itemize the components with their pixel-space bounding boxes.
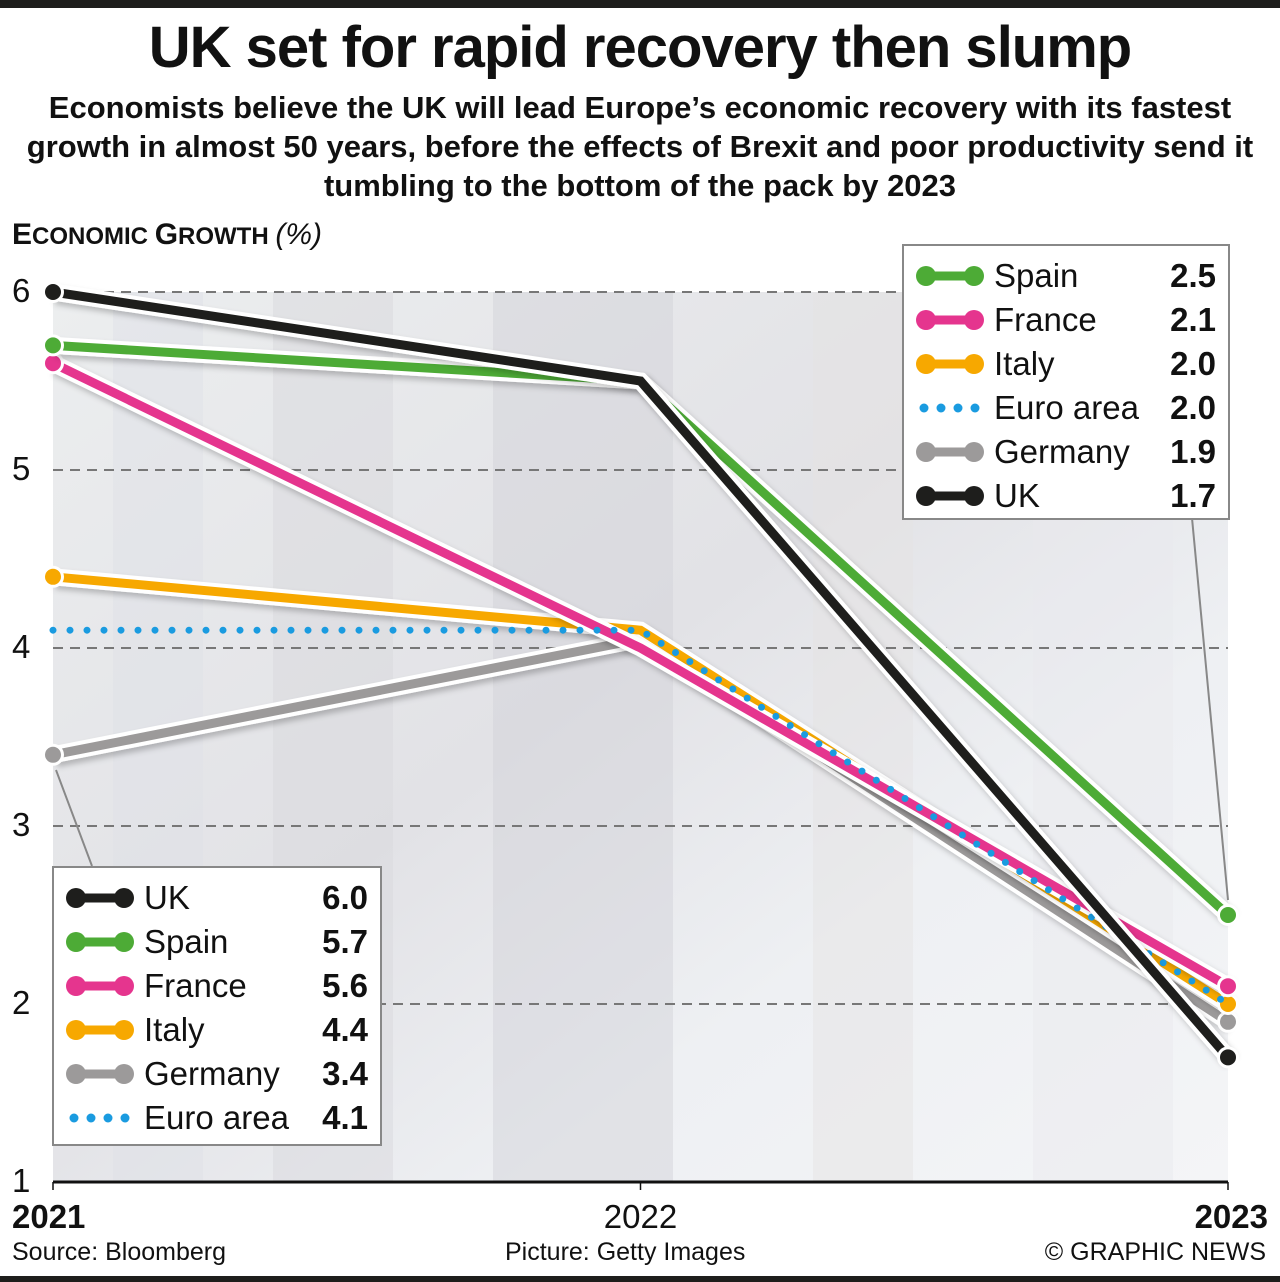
series-uk: [42, 281, 1239, 1069]
legend-value: 2.5: [1170, 257, 1216, 294]
y-tick-label: 6: [12, 272, 30, 309]
legend-label: Italy: [144, 1011, 205, 1048]
legend-swatch: [66, 932, 134, 952]
legend-swatch: [916, 442, 984, 462]
top-bar: [0, 0, 1280, 8]
legend-swatch: [66, 888, 134, 908]
y-axis-title-g: G: [154, 218, 179, 251]
legend-value: 4.4: [322, 1011, 368, 1048]
x-tick-label: 2021: [12, 1198, 85, 1235]
legend-2023: Spain 2.5 France 2.1 Italy 2.0 Euro area 2.0 Ger…: [902, 244, 1230, 520]
y-tick-label: 5: [12, 450, 30, 487]
legend-label: UK: [994, 477, 1040, 514]
legend-label: Spain: [994, 257, 1079, 294]
y-tick-label: 4: [12, 628, 30, 665]
chart-subtitle: Economists believe the UK will lead Euro…: [26, 90, 1254, 203]
y-tick-label: 3: [12, 806, 30, 843]
data-point: [45, 337, 61, 354]
series-line: [52, 287, 1232, 1061]
legend-value: 3.4: [322, 1055, 368, 1092]
legend-label: France: [994, 301, 1097, 338]
legend-pointer-2021: [55, 769, 93, 867]
data-point: [1220, 978, 1236, 995]
legend-item: Germany 3.4: [54, 1052, 380, 1096]
photo-band: [813, 292, 913, 1182]
legend-swatch: [916, 354, 984, 374]
y-axis-title-e: E: [12, 218, 33, 251]
legend-value: 2.0: [1170, 345, 1216, 382]
legend-label: Germany: [144, 1055, 280, 1092]
y-tick-label: 1: [12, 1162, 30, 1199]
legend-item: Spain 2.5: [904, 254, 1228, 298]
legend-swatch: [66, 1064, 134, 1084]
legend-value: 6.0: [322, 879, 368, 916]
legend-2021: UK 6.0 Spain 5.7 France 5.6 Italy 4.4 Germany 3.4…: [52, 866, 382, 1146]
y-axis-title-conomic: CONOMIC: [32, 223, 155, 250]
legend-value: 5.6: [322, 967, 368, 1004]
picture-credit: Picture: Getty Images: [505, 1238, 746, 1266]
legend-item: Spain 5.7: [54, 920, 380, 964]
series-line: [51, 359, 1231, 991]
source-note: Source: Bloomberg: [12, 1238, 227, 1266]
legend-value: 2.1: [1170, 301, 1216, 338]
legend-value: 1.7: [1170, 477, 1216, 514]
legend-label: Spain: [144, 923, 229, 960]
series-line: [49, 626, 1232, 1008]
bottom-bar: [0, 1276, 1280, 1282]
data-point: [1220, 1013, 1236, 1030]
legend-value: 1.9: [1170, 433, 1216, 470]
legend-swatch: [69, 1113, 130, 1123]
legend-value: 2.0: [1170, 389, 1216, 426]
legend-item: UK 6.0: [54, 876, 380, 920]
y-axis-title: ECONOMIC GROWTH (%): [12, 218, 322, 252]
legend-pointer-2023: [1191, 517, 1229, 901]
x-tick-label: 2022: [604, 1198, 677, 1235]
legend-item: Euro area 4.1: [54, 1096, 380, 1140]
legend-item: Germany 1.9: [904, 430, 1228, 474]
legend-swatch: [916, 310, 984, 330]
legend-item: Italy 4.4: [54, 1008, 380, 1052]
photo-band: [493, 292, 673, 1182]
legend-swatch: [66, 976, 134, 996]
y-tick-label: 2: [12, 984, 30, 1021]
y-axis-title-rowth: ROWTH: [178, 223, 276, 250]
legend-item: Italy 2.0: [904, 342, 1228, 386]
data-point: [1220, 1049, 1236, 1066]
legend-label: Euro area: [144, 1099, 289, 1136]
legend-label: Italy: [994, 345, 1055, 382]
legend-swatch: [66, 1020, 134, 1040]
legend-item: France 5.6: [54, 964, 380, 1008]
chart-title: UK set for rapid recovery then slump: [148, 15, 1132, 80]
copyright: © GRAPHIC NEWS: [1044, 1238, 1266, 1266]
y-axis-title-unit: (%): [275, 218, 322, 251]
legend-swatch: [916, 486, 984, 506]
legend-value: 4.1: [322, 1099, 368, 1136]
legend-swatch: [916, 266, 984, 286]
legend-swatch: [919, 403, 980, 413]
legend-item: France 2.1: [904, 298, 1228, 342]
data-point: [45, 355, 61, 372]
data-point: [45, 284, 61, 300]
legend-label: UK: [144, 879, 190, 916]
series-france: [42, 352, 1239, 998]
data-point: [1220, 907, 1236, 923]
series-euro-area: [49, 626, 1232, 1008]
data-point: [45, 746, 61, 763]
legend-value: 5.7: [322, 923, 368, 960]
legend-item: UK 1.7: [904, 474, 1228, 518]
data-point: [1220, 996, 1236, 1012]
legend-label: Euro area: [994, 389, 1139, 426]
legend-label: Germany: [994, 433, 1130, 470]
data-point: [45, 568, 61, 585]
x-tick-label: 2023: [1195, 1198, 1268, 1235]
legend-item: Euro area 2.0: [904, 386, 1228, 430]
legend-label: France: [144, 967, 247, 1004]
